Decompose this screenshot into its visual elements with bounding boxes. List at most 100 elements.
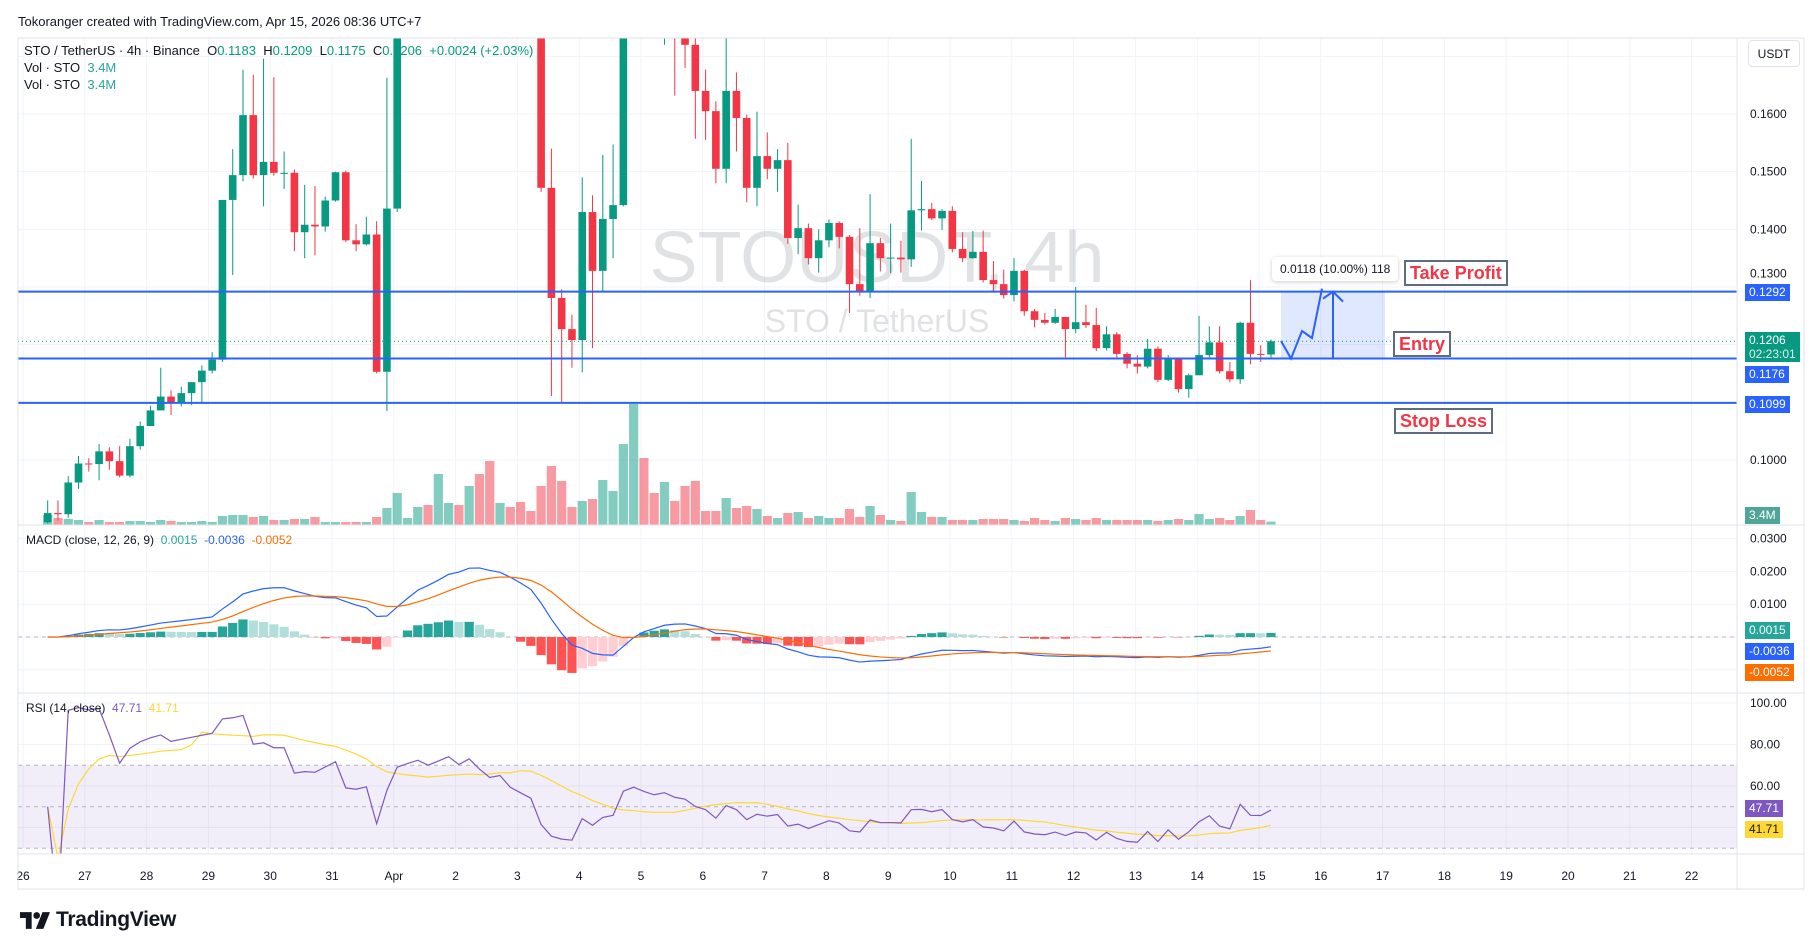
macd-histogram-bar [104, 633, 114, 637]
take-profit-label[interactable]: Take Profit [1404, 260, 1508, 286]
macd-legend[interactable]: MACD (close, 12, 26, 9) 0.0015 -0.0036 -… [26, 533, 292, 547]
volume-value: 3.4M [87, 77, 117, 92]
volume-bar [577, 501, 587, 525]
candle-body [763, 156, 772, 169]
volume-bar [1235, 516, 1245, 525]
macd-histogram-bar [279, 626, 289, 637]
volume-bar [372, 517, 382, 525]
candle-body [393, 38, 401, 209]
macd-histogram-bar [1153, 637, 1163, 638]
candle-body [1236, 322, 1244, 380]
candle-body [753, 156, 761, 188]
projection-drawing[interactable] [1280, 288, 1385, 361]
volume-bar [135, 521, 145, 525]
symbol-legend[interactable]: STO / TetherUS · 4h · Binance O0.1183 H0… [24, 43, 533, 58]
candle-body [1164, 359, 1172, 380]
date-tick-label: 10 [943, 869, 957, 883]
open-value: 0.1183 [217, 43, 256, 58]
axes: 26 27 28 29 30 31 Apr 2 3 4 5 6 7 8 9 10 11 12 13 14 15 16 17 1… [16, 37, 1805, 890]
candle-body [136, 425, 144, 447]
volume-bar [546, 466, 556, 525]
macd-histogram-bar [937, 632, 947, 637]
volume-bar [1019, 521, 1029, 525]
macd-signal-tag: -0.0052 [1745, 664, 1794, 681]
rsi-line [47, 706, 1272, 854]
volume-bar [536, 486, 546, 525]
volume-bar [937, 517, 947, 525]
candle-body [105, 451, 114, 462]
macd-histogram-bar [721, 637, 731, 641]
volume-bar [279, 520, 289, 525]
candle-body [259, 161, 268, 176]
candle-body [927, 209, 936, 219]
volume-bar [444, 503, 454, 525]
volume-legend-2[interactable]: Vol · STO 3.4M [24, 77, 116, 92]
volume-bar [814, 516, 824, 525]
volume-bar [125, 521, 135, 525]
candle-body [64, 482, 73, 515]
macd-histogram-bar [402, 630, 413, 637]
candle-body [773, 160, 782, 169]
candle-body [1051, 316, 1059, 323]
candle-body [1061, 316, 1070, 330]
macd-hist-tag: 0.0015 [1745, 622, 1790, 639]
tradingview-logo-icon [20, 911, 50, 929]
macd-histogram-bar [176, 631, 186, 637]
macd-histogram-bar [413, 625, 423, 637]
high-label: H [263, 43, 273, 58]
volume-tag: 3.4M [1745, 507, 1780, 524]
candlesticks [43, 4, 1275, 524]
macd-pane [18, 567, 1737, 673]
volume-bar [886, 520, 896, 525]
volume-bar [474, 474, 485, 525]
macd-histogram-bar [197, 631, 207, 637]
macd-histogram-bar [1071, 637, 1081, 639]
date-tick-label: 31 [325, 869, 339, 883]
candle-body [537, 38, 545, 188]
candle-body [671, 4, 679, 33]
macd-histogram-bar [382, 637, 392, 647]
candle-body [886, 257, 895, 259]
candle-body [1215, 342, 1224, 372]
macd-histogram-bar [598, 637, 608, 662]
macd-histogram-bar [464, 621, 474, 637]
stop-loss-label[interactable]: Stop Loss [1394, 408, 1494, 434]
volume-bar [197, 521, 207, 525]
candle-body [619, 38, 628, 206]
macd-histogram-bar [94, 633, 104, 637]
open-label: O [207, 43, 218, 58]
rsi-legend[interactable]: RSI (14, close) 47.71 41.71 [26, 701, 179, 715]
volume-bar [670, 501, 680, 525]
volume-bar [855, 517, 865, 525]
candle-body [177, 393, 186, 403]
macd-histogram-bar [187, 631, 197, 637]
currency-button[interactable]: USDT [1748, 40, 1800, 67]
macd-histogram-bar [649, 630, 659, 637]
candle-body [568, 329, 576, 341]
tradingview-logo[interactable]: TradingView [20, 908, 176, 932]
candle-body [1113, 334, 1121, 354]
close-value: 0.1206 [382, 43, 423, 58]
volume-bar [73, 520, 84, 525]
volume-bar [515, 502, 526, 525]
volume-legend-1[interactable]: Vol · STO 3.4M [24, 60, 116, 75]
macd-histogram-bar [577, 637, 587, 669]
volume-bar [587, 499, 598, 525]
macd-histogram-bar [834, 637, 844, 644]
macd-histogram-bar [238, 619, 248, 637]
macd-histogram-bar [341, 637, 351, 641]
candle-body [331, 172, 340, 201]
volume-bar [238, 515, 248, 525]
low-value: 0.1175 [326, 43, 366, 58]
macd-histogram-bar [515, 637, 526, 642]
candle-body [126, 446, 134, 476]
entry-label[interactable]: Entry [1393, 331, 1452, 357]
candle-body [383, 208, 391, 372]
volume-bar [762, 516, 772, 525]
volume-bar [156, 520, 166, 525]
candle-body [989, 280, 998, 285]
volume-bar [1163, 520, 1173, 525]
volume-bar [145, 522, 156, 525]
macd-histogram-bar [1132, 637, 1142, 639]
